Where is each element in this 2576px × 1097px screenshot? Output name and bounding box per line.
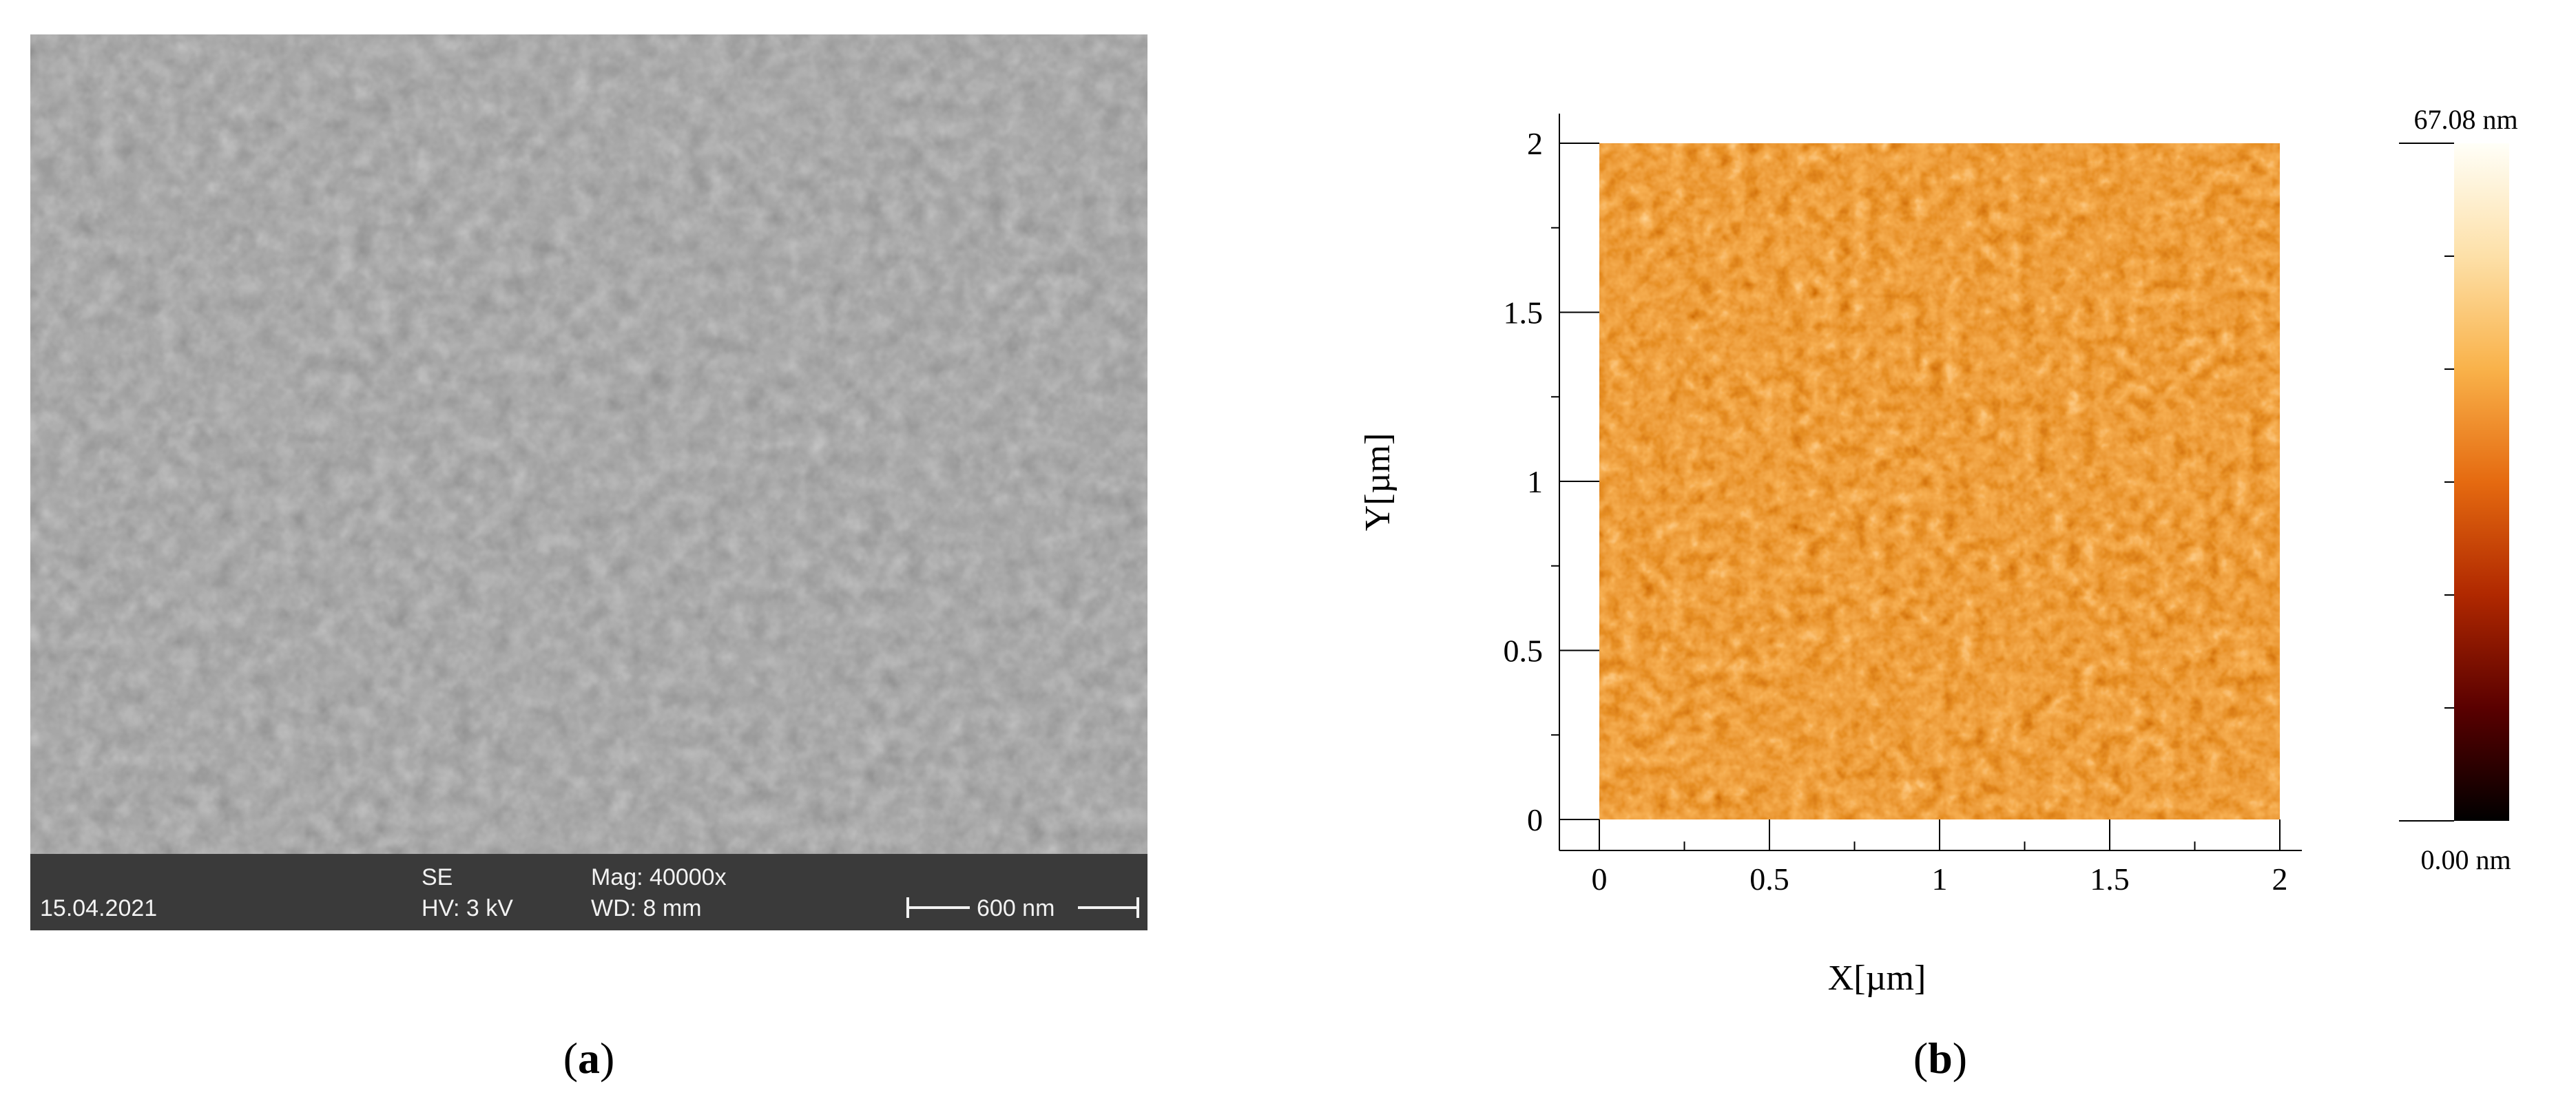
x-tick-label: 2: [2272, 861, 2288, 897]
colorbar-min-label: 0.00 nm: [2420, 844, 2511, 875]
sem-detector: SE: [422, 864, 453, 890]
sem-panel: 15.04.2021 SE HV: 3 kV Mag: 40000x WD: 8…: [30, 34, 1147, 1083]
colorbar-ticks: [2399, 143, 2454, 822]
sem-scale-bar: [906, 897, 1139, 918]
sem-databar: [30, 854, 1147, 930]
colorbar-max-label: 67.08 nm: [2413, 104, 2517, 135]
x-axis-ticks: 0 0.5 1 1.5 2: [1592, 819, 2288, 897]
afm-height-map: [1599, 143, 2280, 819]
colorbar: 67.08 nm 0.00 nm: [2399, 104, 2518, 875]
colorbar-gradient: [2454, 143, 2509, 821]
y-axis-ticks: 0 0.5 1 1.5 2: [1504, 126, 1599, 837]
y-tick-label: 1.5: [1504, 295, 1544, 331]
sem-scale-bar-label: 600 nm: [977, 895, 1055, 921]
sem-voltage: HV: 3 kV: [422, 895, 513, 921]
y-tick-label: 2: [1527, 126, 1543, 161]
y-axis-label: Y[µm]: [1358, 433, 1398, 532]
sem-image: [30, 34, 1147, 854]
x-axis-label: X[µm]: [1828, 959, 1926, 998]
y-tick-label: 0.5: [1504, 634, 1544, 669]
x-tick-label: 0.5: [1749, 861, 1789, 897]
sem-date: 15.04.2021: [40, 895, 157, 921]
y-tick-label: 0: [1527, 802, 1543, 837]
x-tick-label: 1: [1932, 861, 1948, 897]
x-tick-label: 0: [1592, 861, 1608, 897]
sem-magnification: Mag: 40000x: [591, 864, 727, 890]
panel-a-label: (a): [563, 1034, 615, 1083]
y-tick-label: 1: [1527, 464, 1543, 499]
x-tick-label: 1.5: [2090, 861, 2130, 897]
sem-working-distance: WD: 8 mm: [591, 895, 702, 921]
afm-panel: 0 0.5 1 1.5 2 0 0.5 1 1.5 2 X[µm] Y[µm] 67.08 nm…: [1358, 104, 2518, 1083]
panel-b-label: (b): [1913, 1034, 1967, 1083]
